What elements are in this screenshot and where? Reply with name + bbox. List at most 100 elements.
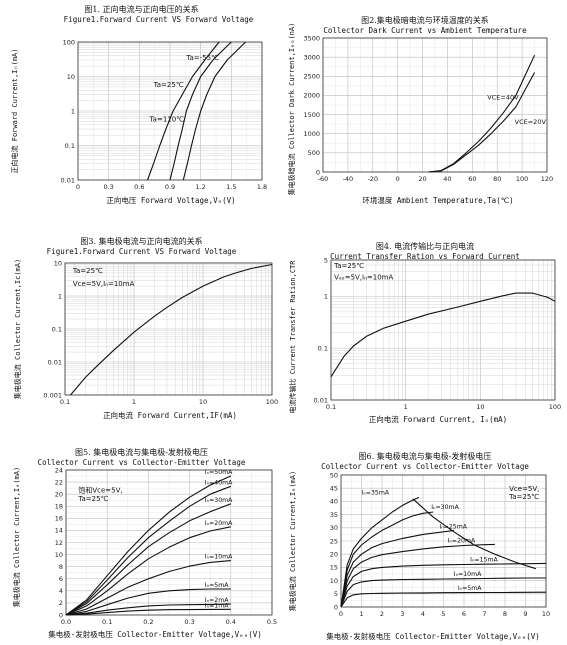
x-tick-label: 100	[516, 175, 528, 183]
y-tick-label: 5	[324, 256, 328, 264]
y-tick-label: 100	[63, 38, 75, 46]
y-tick-label: 1	[71, 107, 75, 115]
series-line-2	[182, 41, 246, 181]
x-axis-label: 集电极-发射极电压 Collector-Emitter Voltage,Vₑₑ(…	[48, 630, 262, 639]
y-tick-label: 24	[55, 466, 63, 474]
series-line-0	[330, 292, 556, 378]
x-tick-label: 10	[542, 610, 550, 618]
y-tick-label: 0.1	[65, 142, 75, 150]
y-tick-label: 0.01	[61, 176, 75, 184]
y-tick-label: 0.1	[52, 325, 62, 333]
chart-subtitle: Collector Dark Current vs Ambient Temper…	[323, 26, 527, 35]
annotation: Ta=25℃	[508, 493, 539, 501]
series-line-6	[65, 603, 231, 616]
series-label: Iₙ=5mA	[205, 582, 229, 589]
series-label: Iₙ=2mA	[205, 597, 229, 604]
y-tick-label: 6	[59, 575, 63, 583]
annotation: Ta=25℃	[333, 262, 364, 270]
y-tick-label: 2000	[303, 92, 320, 100]
x-tick-label: 100	[266, 398, 278, 406]
chart-subtitle: Figure1.Forward Current VS Forward Volta…	[46, 247, 237, 256]
chart-fig2: -60 -40 -20 0 20 40 60 80 100 120 0 500 1000 1500 2000…	[303, 34, 553, 183]
x-tick-label: 3	[400, 610, 404, 618]
x-tick-label: 1	[404, 403, 408, 411]
series-line-2	[65, 503, 231, 616]
x-tick-label: -20	[367, 175, 378, 183]
y-tick-label: 45	[330, 485, 338, 493]
x-axis-label: 环境温度 Ambient Temperature,Ta(℃)	[362, 196, 514, 205]
series-label: Iₙ=15mA	[470, 556, 498, 563]
series-label: Iₙ=10mA	[454, 571, 482, 578]
series-line-1	[65, 485, 231, 616]
x-tick-label: 0.1	[60, 398, 70, 406]
y-tick-label: 0.1	[318, 344, 328, 352]
annotation: Vₑₑ=5V,Iₙ=10mA	[334, 274, 393, 282]
x-tick-label: 0.1	[102, 618, 112, 626]
grid	[64, 262, 273, 396]
x-tick-label: 0.3	[103, 183, 113, 191]
y-tick-label: 0.01	[48, 358, 62, 366]
chart-panel-fig4: 图4. 电流传输比与正向电流 Current Transfer Ration v…	[283, 215, 567, 430]
series-line-3	[340, 543, 495, 608]
y-tick-label: 3500	[303, 34, 320, 42]
y-tick-label: 0	[334, 603, 338, 611]
x-tick-label: 1.5	[226, 183, 236, 191]
y-tick-label: 10	[54, 259, 62, 267]
x-tick-label: 1	[359, 610, 363, 618]
series-line-1	[169, 41, 232, 181]
y-tick-label: 40	[330, 498, 338, 506]
series-line-0	[70, 263, 273, 396]
x-tick-label: 0.9	[165, 183, 175, 191]
x-tick-label: 80	[493, 175, 501, 183]
x-axis-label: 正向电流 Forward Current, Iₙ(mA)	[368, 415, 508, 424]
annotation: Ta=25℃	[72, 267, 103, 275]
x-tick-label: 2	[380, 610, 384, 618]
x-tick-label: 0	[339, 610, 343, 618]
x-tick-label: 100	[549, 403, 561, 411]
x-tick-label: 6	[462, 610, 466, 618]
y-tick-label: 15	[330, 564, 338, 572]
y-tick-label: 35	[330, 511, 338, 519]
series-line-0	[146, 41, 220, 181]
x-tick-label: 0.4	[226, 618, 236, 626]
series-line-2	[340, 529, 454, 608]
plot-frame	[64, 262, 273, 396]
chart-fig1: 0 0.3 0.6 0.9 1.2 1.5 1.8 0.01 0.1 1 10 100 Ta=-55℃ T…	[61, 38, 268, 191]
x-tick-label: 0.1	[326, 403, 336, 411]
x-tick-label: 10	[476, 403, 484, 411]
annotation: Vce=5V,Iₙ=10mA	[73, 280, 135, 288]
x-tick-label: 0	[396, 175, 400, 183]
chart-title: 图1. 正向电流与正向电压的关系	[84, 5, 199, 14]
x-tick-label: -60	[318, 175, 329, 183]
chart-subtitle: Collector Current vs Collector-Emitter V…	[37, 458, 246, 467]
y-axis-label: 集电极电流 Collector Current,Iₑ(mA)	[13, 466, 21, 608]
series-line-7	[412, 498, 536, 570]
x-tick-label: 1	[132, 398, 136, 406]
annotation: Ta=25℃	[77, 495, 108, 503]
series-line-7	[65, 608, 231, 616]
y-tick-label: 10	[67, 73, 75, 81]
chart-panel-fig6: 图6. 集电极电流与集电极-发射极电压 Collector Current vs…	[283, 430, 567, 645]
y-tick-label: 20	[55, 490, 63, 498]
x-tick-label: 5	[441, 610, 445, 618]
x-tick-label: 0	[76, 183, 80, 191]
series-line-0	[65, 475, 232, 616]
y-tick-label: 18	[55, 503, 63, 511]
series-line-1	[340, 511, 434, 608]
y-tick-label: 12	[55, 539, 63, 547]
chart-subtitle: Collector Current vs Collector-Emitter V…	[321, 462, 529, 471]
y-tick-label: 8	[59, 563, 63, 571]
y-tick-label: 10	[330, 577, 338, 585]
series-label: Iₙ=10mA	[205, 554, 233, 561]
x-tick-label: 1.2	[195, 183, 205, 191]
chart-title: 图5. 集电极电流与集电极-发射极电压	[75, 448, 208, 457]
x-tick-label: 4	[421, 610, 425, 618]
y-tick-label: 10	[55, 551, 63, 559]
series-line-5	[65, 588, 231, 616]
grid	[322, 37, 548, 173]
annotation: Ta=110℃	[149, 115, 185, 123]
x-tick-label: 20	[418, 175, 426, 183]
annotation: Vce=5V,	[509, 485, 539, 493]
y-tick-label: 0	[316, 168, 320, 176]
x-tick-label: 60	[468, 175, 476, 183]
